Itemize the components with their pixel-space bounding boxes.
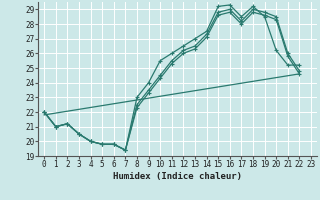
X-axis label: Humidex (Indice chaleur): Humidex (Indice chaleur) [113,172,242,181]
